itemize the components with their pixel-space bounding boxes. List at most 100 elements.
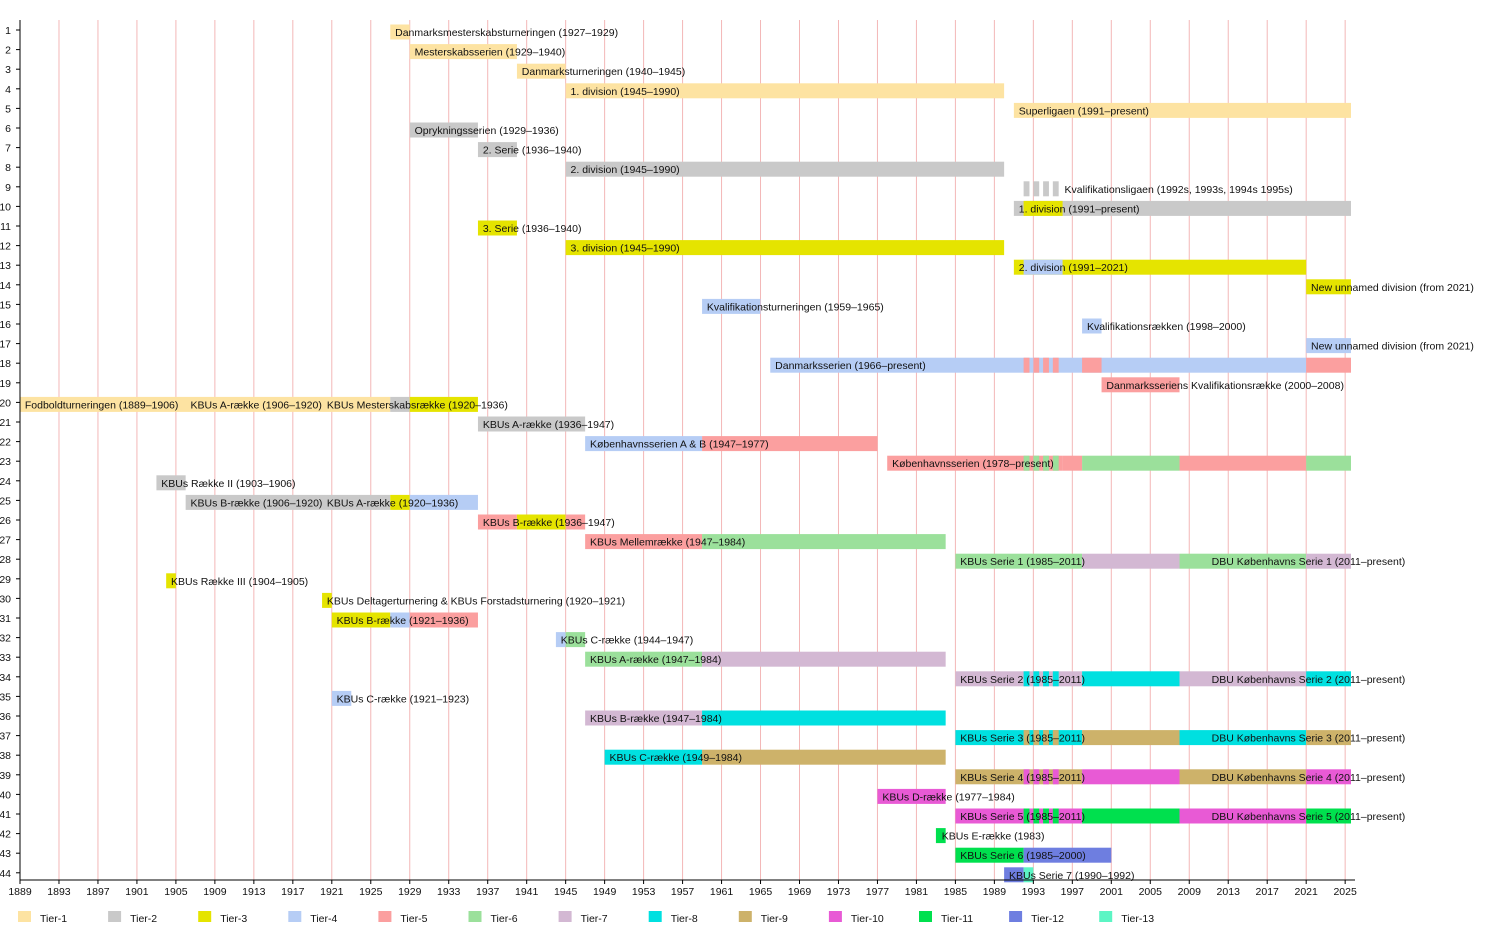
bar-row-23-tier-5 <box>1179 455 1307 471</box>
bar-row-22-tier-4 <box>585 436 703 452</box>
x-tick-label-1893: 1893 <box>47 886 71 898</box>
bar-label-row-5: Superligaen (1991–present) <box>1019 105 1149 117</box>
y-tick-label-17: 17 <box>0 339 11 351</box>
bar-label-row-44: KBUs Serie 7 (1990–1992) <box>1009 870 1135 882</box>
bar-row-37-tier-8 <box>1179 730 1307 746</box>
x-tick-label-2025: 2025 <box>1333 886 1357 898</box>
bar-label-row-20: KBUs Mesterskabsrække (1920–1936) <box>327 399 508 411</box>
x-tick-label-2001: 2001 <box>1100 886 1124 898</box>
bar-label-row-11: 3. Serie (1936–1940) <box>483 223 582 235</box>
bar-row-41-tier-11 <box>1023 808 1030 824</box>
bar-label-row-6: Oprykningsserien (1929–1936) <box>415 125 559 137</box>
bar-label-row-25: KBUs A-række (1920–1936) <box>327 497 458 509</box>
bar-row-36-tier-8 <box>702 710 946 726</box>
bar-label-row-14: New unnamed division (from 2021) <box>1311 282 1474 294</box>
legend-label-tier-4: Tier-4 <box>310 913 337 925</box>
bar-label-row-26: KBUs B-række (1936–1947) <box>483 517 615 529</box>
legend-label-tier-13: Tier-13 <box>1121 913 1154 925</box>
y-tick-label-25: 25 <box>0 495 11 507</box>
bar-label-row-28: DBU Københavns Serie 1 (2011–present) <box>1212 556 1406 568</box>
bar-label-row-31: KBUs B-række (1921–1936) <box>337 615 469 627</box>
legend-label-tier-8: Tier-8 <box>671 913 698 925</box>
legend-swatch-tier-3 <box>198 911 212 922</box>
bar-row-25-tier-4 <box>409 494 478 510</box>
bar-row-10-tier-3 <box>1023 200 1063 216</box>
bar-row-14-tier-3 <box>1306 279 1351 295</box>
y-tick-label-34: 34 <box>0 672 11 684</box>
bar-row-41-tier-10 <box>1179 808 1307 824</box>
bar-row-39-tier-10 <box>1043 769 1049 785</box>
bar-row-39-tier-10 <box>1033 769 1040 785</box>
bar-row-41-tier-10 <box>955 808 1083 824</box>
bar-row-37-tier-9 <box>1033 730 1040 746</box>
bar-row-38-tier-9 <box>702 749 946 765</box>
y-tick-label-33: 33 <box>0 652 11 664</box>
bar-row-15-tier-4 <box>702 298 761 314</box>
x-tick-label-2013: 2013 <box>1217 886 1241 898</box>
legend-swatch-tier-13 <box>1099 911 1113 922</box>
y-tick-label-30: 30 <box>0 593 11 605</box>
legend-swatch-tier-12 <box>1009 911 1023 922</box>
bar-row-23-tier-6 <box>1033 455 1040 471</box>
bar-label-row-40: KBUs D-række (1977–1984) <box>882 791 1014 803</box>
bar-label-row-29: KBUs Række III (1904–1905) <box>171 576 308 588</box>
y-tick-label-28: 28 <box>0 554 11 566</box>
y-tick-label-37: 37 <box>0 731 11 743</box>
x-tick-label-1909: 1909 <box>203 886 227 898</box>
x-tick-label-1913: 1913 <box>242 886 266 898</box>
bar-label-row-20: KBUs A-række (1906–1920) <box>191 399 322 411</box>
bar-label-row-12: 3. division (1945–1990) <box>571 243 680 255</box>
y-tick-label-29: 29 <box>0 574 11 586</box>
bar-label-row-34: KBUs Serie 2 (1985–2011) <box>960 674 1085 686</box>
bar-row-41-tier-11 <box>1306 808 1351 824</box>
legend-swatch-tier-9 <box>738 911 752 922</box>
y-tick-label-5: 5 <box>5 103 11 115</box>
bar-row-31-tier-5 <box>409 612 478 628</box>
legend: Tier-1 Tier-2 Tier-3 Tier-4 Tier-5 Tier-6 Tier… <box>18 911 1154 925</box>
bar-row-18-tier-5 <box>1043 357 1049 373</box>
bar-row-39-tier-10 <box>1052 769 1059 785</box>
bar-row-20-tier-1 <box>20 396 391 412</box>
bar-row-9-tier-2 <box>1033 181 1040 197</box>
y-tick-label-16: 16 <box>0 319 11 331</box>
bar-row-18-tier-5 <box>1306 357 1351 373</box>
y-tick-label-1: 1 <box>5 25 11 37</box>
bar-label-row-20: Fodboldturneringen (1889–1906) <box>25 399 179 411</box>
bar-label-row-19: Danmarksseriens Kvalifikationsrække (200… <box>1106 380 1344 392</box>
bar-row-37-tier-8 <box>955 730 1083 746</box>
x-tick-label-1949: 1949 <box>593 886 617 898</box>
bar-label-row-2: Mesterskabsserien (1929–1940) <box>415 47 566 59</box>
bar-row-18-tier-5 <box>1033 357 1040 373</box>
legend-swatch-tier-4 <box>288 911 302 922</box>
legend-label-tier-5: Tier-5 <box>400 913 427 925</box>
y-tick-label-23: 23 <box>0 456 11 468</box>
x-tick-label-1889: 1889 <box>8 886 32 898</box>
bar-row-17-tier-4 <box>1306 338 1351 354</box>
y-tick-label-43: 43 <box>0 848 11 860</box>
y-tick-label-26: 26 <box>0 515 11 527</box>
bar-row-11-tier-3 <box>477 220 517 236</box>
x-tick-label-2017: 2017 <box>1256 886 1280 898</box>
bar-row-25-tier-3 <box>390 494 410 510</box>
bar-row-20-tier-3 <box>409 396 478 412</box>
x-tick-label-1925: 1925 <box>359 886 383 898</box>
legend-label-tier-6: Tier-6 <box>491 913 518 925</box>
bar-row-13-tier-3 <box>1013 259 1307 275</box>
bar-label-row-8: 2. division (1945–1990) <box>571 164 680 176</box>
bar-row-21-tier-2 <box>477 416 586 432</box>
bar-row-19-tier-5 <box>1101 377 1180 393</box>
x-tick-label-1961: 1961 <box>710 886 734 898</box>
bar-row-28-tier-6 <box>955 553 1083 569</box>
x-tick-label-2021: 2021 <box>1294 886 1318 898</box>
bar-row-39-tier-9 <box>1179 769 1307 785</box>
bar-row-26-tier-3 <box>516 514 566 530</box>
y-tick-label-38: 38 <box>0 750 11 762</box>
bar-row-22-tier-5 <box>702 436 878 452</box>
bar-label-row-36: KBUs B-række (1947–1984) <box>590 713 722 725</box>
bar-row-25-tier-2 <box>185 494 391 510</box>
legend-label-tier-11: Tier-11 <box>941 913 973 925</box>
bar-row-39-tier-9 <box>955 769 1083 785</box>
bar-row-28-tier-7 <box>1306 553 1351 569</box>
bar-row-34-tier-7 <box>1179 671 1307 687</box>
y-tick-label-24: 24 <box>0 476 11 488</box>
